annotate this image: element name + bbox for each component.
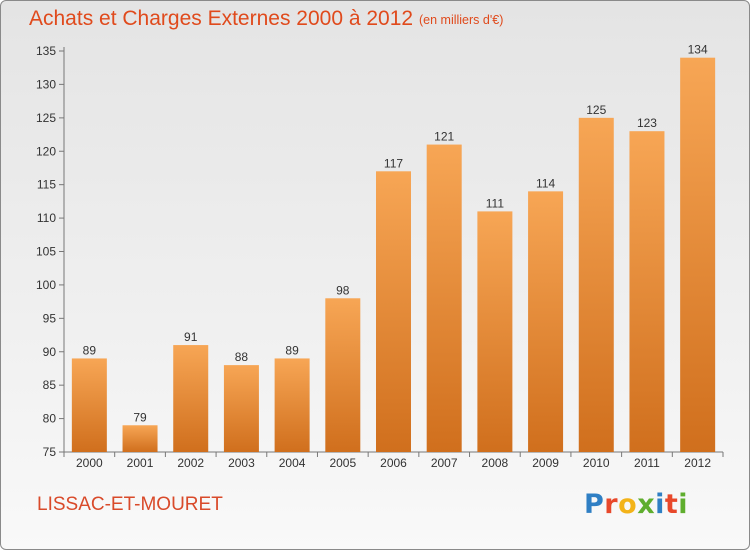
bar-2009 [528, 191, 564, 452]
y-tick-label: 110 [37, 211, 56, 225]
x-tick-label: 2011 [634, 456, 660, 470]
chart-unit-note: (en milliers d'€) [419, 13, 504, 27]
data-label: 89 [83, 343, 97, 357]
y-tick-label: 95 [43, 311, 57, 325]
y-tick-label: 130 [36, 77, 56, 91]
data-label: 98 [336, 283, 350, 297]
bar-2005 [325, 298, 361, 452]
y-tick-label: 80 [43, 412, 57, 426]
y-tick-label: 100 [36, 278, 56, 292]
bar-2004 [274, 358, 310, 452]
chart-bars [71, 57, 716, 453]
x-tick-label: 2005 [329, 456, 356, 470]
data-label: 91 [184, 330, 198, 344]
x-tick-label: 2006 [380, 456, 407, 470]
data-label: 88 [235, 350, 249, 364]
bar-2012 [680, 57, 716, 452]
proxiti-logo[interactable]: Proxiti [584, 489, 689, 520]
y-tick-label: 105 [36, 245, 56, 259]
x-tick-label: 2004 [279, 456, 306, 470]
x-tick-label: 2010 [583, 456, 610, 470]
y-tick-label: 90 [43, 345, 57, 359]
data-label: 111 [486, 196, 505, 210]
data-label: 125 [586, 103, 606, 117]
bar-2010 [578, 117, 614, 452]
x-tick-label: 2003 [228, 456, 255, 470]
data-label: 123 [637, 116, 657, 130]
x-tick-label: 2008 [482, 456, 509, 470]
y-tick-label: 85 [43, 378, 57, 392]
commune-name: LISSAC-ET-MOURET [37, 494, 223, 515]
bar-2001 [122, 425, 158, 452]
y-tick-label: 125 [36, 111, 56, 125]
data-label: 79 [133, 410, 147, 424]
bar-2008 [477, 211, 513, 452]
bar-2006 [376, 171, 411, 453]
x-tick-label: 2009 [532, 456, 559, 470]
data-label: 117 [384, 156, 403, 170]
x-tick-label: 2001 [127, 456, 154, 470]
data-label: 89 [285, 343, 299, 357]
data-label: 114 [536, 176, 555, 190]
y-tick-label: 115 [37, 178, 56, 192]
bar-2007 [426, 144, 462, 453]
y-tick-label: 120 [36, 144, 56, 158]
x-tick-label: 2012 [684, 456, 711, 470]
bar-2002 [173, 345, 209, 452]
chart-labels: 2000 89 2001 79 2002 91 2003 88 2004 89 2005 98 2006… [76, 43, 711, 470]
x-tick-label: 2000 [76, 456, 103, 470]
x-tick-label: 2007 [431, 456, 458, 470]
y-tick-label: 135 [36, 44, 56, 58]
data-label: 121 [434, 130, 454, 144]
y-tick-label: 75 [43, 445, 57, 459]
bar-2011 [629, 131, 665, 452]
data-label: 134 [688, 43, 708, 57]
bar-2000 [71, 358, 107, 452]
bar-2003 [223, 365, 259, 452]
x-tick-label: 2002 [177, 456, 204, 470]
chart-title: Achats et Charges Externes 2000 à 2012 [29, 7, 414, 30]
